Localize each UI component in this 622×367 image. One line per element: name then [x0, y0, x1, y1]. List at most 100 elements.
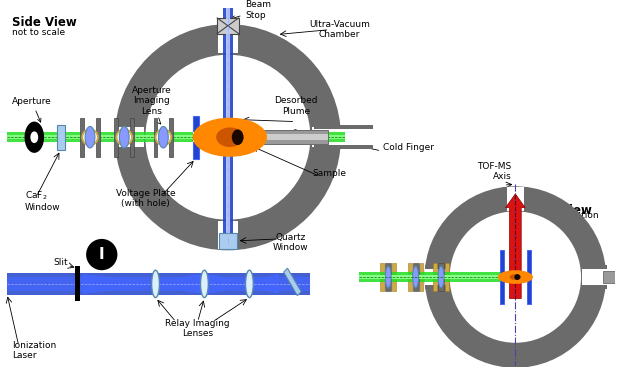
Ellipse shape — [83, 130, 97, 144]
Bar — [527, 250, 531, 304]
Ellipse shape — [200, 270, 208, 298]
Ellipse shape — [193, 118, 267, 157]
Bar — [312, 124, 340, 127]
Text: Sample: Sample — [313, 170, 346, 178]
Text: Ion
Acceleration: Ion Acceleration — [543, 201, 600, 220]
Bar — [314, 126, 373, 130]
Bar — [419, 264, 424, 291]
Ellipse shape — [118, 130, 131, 144]
Bar — [223, 8, 233, 245]
Text: Quartz
Window: Quartz Window — [272, 233, 309, 252]
Bar — [80, 118, 84, 157]
Bar — [193, 132, 198, 142]
Bar — [359, 272, 530, 282]
Bar — [408, 264, 412, 291]
Bar — [116, 126, 144, 149]
Bar — [359, 275, 530, 279]
Text: Slit: Slit — [53, 258, 68, 267]
Ellipse shape — [385, 266, 391, 288]
Bar — [114, 118, 118, 157]
Text: Voltage
Plates: Voltage Plates — [559, 306, 593, 326]
Bar — [438, 264, 444, 291]
Ellipse shape — [438, 266, 444, 288]
Bar — [425, 285, 449, 289]
Text: Aperture: Aperture — [12, 97, 52, 122]
Ellipse shape — [24, 121, 44, 153]
Circle shape — [86, 239, 118, 270]
Bar — [7, 132, 345, 142]
Bar — [214, 221, 218, 249]
Ellipse shape — [30, 131, 38, 143]
Bar — [385, 264, 391, 291]
Text: Aperture
Imaging
Lens: Aperture Imaging Lens — [132, 86, 172, 116]
Bar — [219, 233, 237, 249]
Bar — [582, 285, 607, 289]
Bar — [314, 145, 373, 149]
Text: Voltage Plate
(with hole): Voltage Plate (with hole) — [116, 189, 175, 208]
Ellipse shape — [152, 270, 159, 298]
Bar — [217, 18, 239, 34]
Ellipse shape — [509, 274, 521, 280]
Bar — [312, 126, 340, 149]
Text: not to scale: not to scale — [12, 28, 65, 37]
Bar — [582, 267, 607, 287]
Bar — [130, 118, 134, 157]
Ellipse shape — [216, 127, 244, 147]
Text: Cold Finger: Cold Finger — [383, 143, 434, 152]
Ellipse shape — [412, 266, 419, 288]
Bar — [7, 135, 345, 139]
Bar — [116, 147, 144, 151]
Bar — [57, 124, 65, 150]
Bar — [238, 221, 241, 249]
Bar — [249, 134, 328, 140]
Bar — [504, 187, 526, 211]
Bar — [216, 221, 239, 249]
Bar — [392, 264, 396, 291]
Bar — [340, 126, 364, 130]
Circle shape — [446, 208, 585, 346]
Bar — [425, 267, 449, 287]
Ellipse shape — [159, 127, 168, 148]
Bar — [226, 8, 230, 245]
Bar — [381, 264, 384, 291]
Bar — [340, 145, 364, 149]
Bar — [503, 187, 506, 211]
Ellipse shape — [81, 128, 99, 146]
Bar — [412, 264, 419, 291]
Ellipse shape — [85, 127, 95, 148]
Bar — [603, 271, 622, 283]
Bar — [116, 124, 144, 127]
Bar — [445, 264, 449, 291]
Bar — [238, 26, 241, 53]
FancyArrow shape — [506, 194, 525, 299]
Bar — [425, 265, 449, 269]
Circle shape — [141, 50, 315, 224]
Text: Relay Imaging
Lenses: Relay Imaging Lenses — [165, 319, 230, 338]
Bar — [96, 118, 100, 157]
Ellipse shape — [498, 270, 533, 284]
Text: Beam
Stop: Beam Stop — [231, 0, 271, 20]
Bar — [314, 127, 373, 147]
Ellipse shape — [246, 270, 253, 298]
Text: I: I — [99, 247, 104, 262]
Bar — [433, 264, 437, 291]
Ellipse shape — [116, 128, 133, 146]
Polygon shape — [207, 274, 279, 294]
Bar — [169, 118, 173, 157]
Bar — [154, 118, 157, 157]
Bar — [214, 26, 218, 53]
Ellipse shape — [154, 128, 172, 146]
Text: Ultra-Vacuum
Chamber: Ultra-Vacuum Chamber — [309, 20, 370, 39]
Text: Top View: Top View — [533, 204, 592, 217]
Ellipse shape — [232, 130, 244, 145]
Ellipse shape — [119, 127, 129, 148]
Text: Ionization
Laser: Ionization Laser — [12, 341, 56, 360]
Bar — [249, 130, 328, 144]
Bar — [75, 266, 80, 301]
Bar — [499, 250, 504, 304]
Bar — [246, 130, 258, 145]
Bar — [7, 273, 310, 295]
Ellipse shape — [514, 274, 520, 280]
Bar — [582, 265, 607, 269]
Text: TOF-MS
Axis: TOF-MS Axis — [477, 162, 511, 181]
